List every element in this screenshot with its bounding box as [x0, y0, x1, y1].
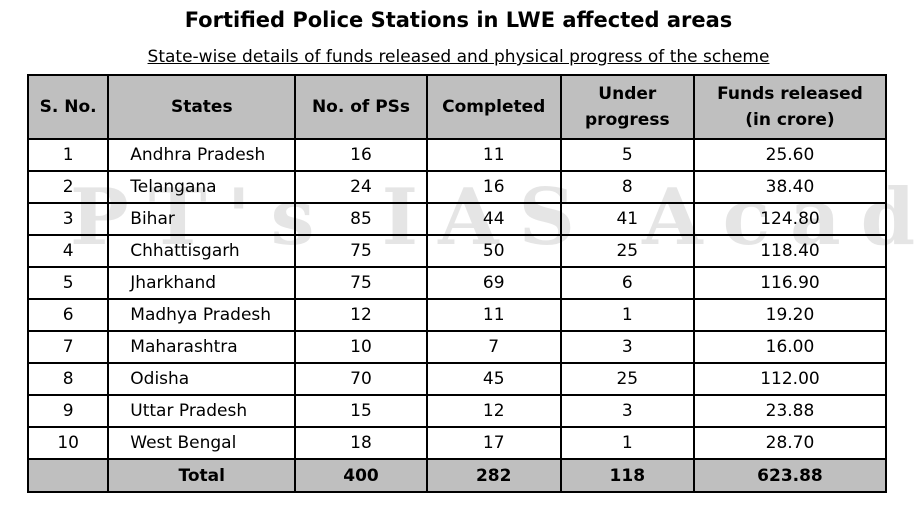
cell-state: Telangana	[107, 170, 297, 204]
cell-completed: 11	[425, 138, 562, 172]
cell-sno: 9	[26, 394, 110, 428]
cell-sno: 4	[26, 234, 110, 268]
cell-sno: 3	[26, 202, 110, 236]
header-funds-line1: Funds released	[717, 84, 863, 104]
cell-state: Chhattisgarh	[107, 234, 297, 268]
cell-under: 25	[559, 362, 695, 396]
cell-pss: 85	[294, 202, 428, 236]
cell-under: 8	[559, 170, 695, 204]
table-row: 3 Bihar 85 44 41 124.80	[26, 202, 888, 236]
cell-pss: 12	[294, 298, 428, 332]
cell-funds: 25.60	[692, 138, 888, 172]
cell-state: Uttar Pradesh	[107, 394, 297, 428]
cell-sno: 10	[26, 426, 110, 460]
cell-completed: 11	[425, 298, 562, 332]
cell-under: 41	[559, 202, 695, 236]
cell-state: Madhya Pradesh	[107, 298, 297, 332]
header-row: S. No. States No. of PSs Completed Under…	[26, 74, 888, 140]
header-funds: Funds released (in crore)	[692, 74, 888, 140]
cell-sno: 5	[26, 266, 110, 300]
cell-funds: 124.80	[692, 202, 888, 236]
cell-under: 3	[559, 330, 695, 364]
table-row: 4 Chhattisgarh 75 50 25 118.40	[26, 234, 888, 268]
cell-sno: 2	[26, 170, 110, 204]
cell-pss: 18	[294, 426, 428, 460]
cell-under: 3	[559, 394, 695, 428]
cell-funds: 19.20	[692, 298, 888, 332]
cell-total-label: Total	[107, 458, 297, 493]
table-row: 6 Madhya Pradesh 12 11 1 19.20	[26, 298, 888, 332]
cell-total-completed: 282	[425, 458, 562, 493]
cell-completed: 12	[425, 394, 562, 428]
page-title: Fortified Police Stations in LWE affecte…	[184, 8, 733, 32]
cell-under: 1	[559, 426, 695, 460]
header-completed: Completed	[425, 74, 562, 140]
cell-completed: 7	[425, 330, 562, 364]
cell-pss: 24	[294, 170, 428, 204]
table-row: 2 Telangana 24 16 8 38.40	[26, 170, 888, 204]
table-row: 7 Maharashtra 10 7 3 16.00	[26, 330, 888, 364]
table-row: 8 Odisha 70 45 25 112.00	[26, 362, 888, 396]
cell-funds: 23.88	[692, 394, 888, 428]
table-row: 10 West Bengal 18 17 1 28.70	[26, 426, 888, 460]
header-under-line2: progress	[585, 110, 670, 130]
cell-state: Jharkhand	[107, 266, 297, 300]
cell-total-pss: 400	[294, 458, 428, 493]
header-funds-line2: (in crore)	[745, 110, 835, 130]
cell-funds: 28.70	[692, 426, 888, 460]
cell-funds: 38.40	[692, 170, 888, 204]
cell-funds: 112.00	[692, 362, 888, 396]
header-pss: No. of PSs	[294, 74, 428, 140]
cell-state: Odisha	[107, 362, 297, 396]
cell-total-blank	[26, 458, 110, 493]
cell-under: 6	[559, 266, 695, 300]
cell-pss: 16	[294, 138, 428, 172]
cell-under: 5	[559, 138, 695, 172]
cell-under: 1	[559, 298, 695, 332]
cell-state: Bihar	[107, 202, 297, 236]
cell-completed: 45	[425, 362, 562, 396]
cell-under: 25	[559, 234, 695, 268]
table-row: 1 Andhra Pradesh 16 11 5 25.60	[26, 138, 888, 172]
cell-completed: 17	[425, 426, 562, 460]
cell-completed: 50	[425, 234, 562, 268]
cell-total-under: 118	[559, 458, 695, 493]
cell-sno: 6	[26, 298, 110, 332]
table-row: 9 Uttar Pradesh 15 12 3 23.88	[26, 394, 888, 428]
cell-state: Maharashtra	[107, 330, 297, 364]
cell-sno: 1	[26, 138, 110, 172]
cell-funds: 118.40	[692, 234, 888, 268]
cell-sno: 8	[26, 362, 110, 396]
total-row: Total 400 282 118 623.88	[26, 458, 888, 493]
cell-total-funds: 623.88	[692, 458, 888, 493]
data-table: S. No. States No. of PSs Completed Under…	[26, 74, 888, 493]
cell-pss: 70	[294, 362, 428, 396]
cell-pss: 75	[294, 266, 428, 300]
cell-pss: 15	[294, 394, 428, 428]
cell-completed: 16	[425, 170, 562, 204]
cell-sno: 7	[26, 330, 110, 364]
cell-funds: 16.00	[692, 330, 888, 364]
header-sno: S. No.	[26, 74, 110, 140]
cell-state: West Bengal	[107, 426, 297, 460]
cell-pss: 10	[294, 330, 428, 364]
cell-completed: 69	[425, 266, 562, 300]
table-row: 5 Jharkhand 75 69 6 116.90	[26, 266, 888, 300]
header-under-progress: Under progress	[559, 74, 695, 140]
page-subtitle: State-wise details of funds released and…	[147, 47, 770, 67]
cell-completed: 44	[425, 202, 562, 236]
cell-funds: 116.90	[692, 266, 888, 300]
header-under-line1: Under	[598, 84, 657, 104]
cell-pss: 75	[294, 234, 428, 268]
header-states: States	[107, 74, 297, 140]
cell-state: Andhra Pradesh	[107, 138, 297, 172]
